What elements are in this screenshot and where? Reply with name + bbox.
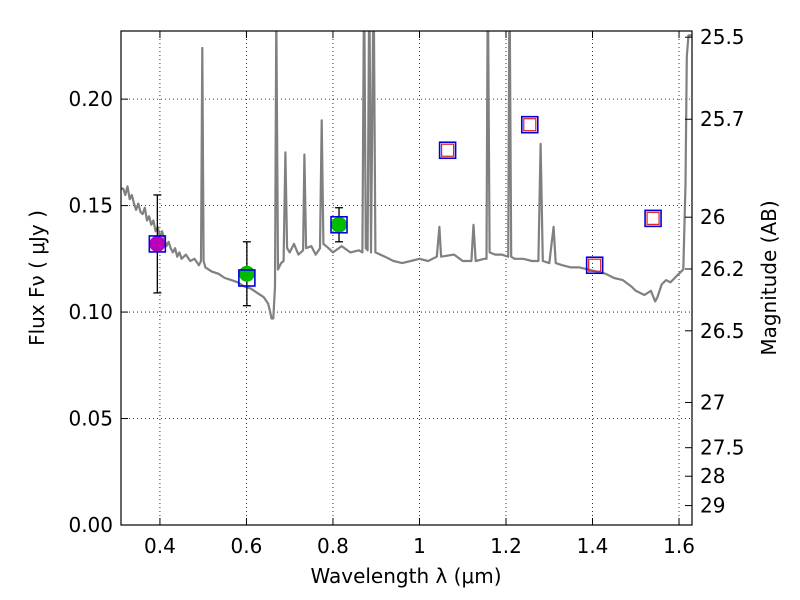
model-marker	[644, 209, 662, 228]
mag-tick-label: 28	[700, 464, 725, 488]
x-tick-label: 1.2	[490, 534, 522, 558]
x-axis-label: Wavelength λ (μm)	[310, 564, 501, 588]
y-tick-label: 0.00	[68, 513, 113, 537]
data-point	[331, 216, 348, 233]
model-marker	[330, 215, 348, 234]
x-tick-label: 1.4	[577, 534, 609, 558]
y-axis-label: Flux Fν ( μJy )	[25, 210, 49, 346]
right-axis-label: Magnitude (AB)	[757, 200, 781, 355]
upper-limit-marker	[588, 258, 602, 272]
plot-frame	[120, 30, 693, 526]
mag-tick-label: 27	[700, 390, 725, 414]
upper-limit-marker	[646, 211, 660, 225]
spectrum-line	[121, 31, 692, 320]
data-point	[238, 265, 255, 282]
mag-tick-label: 27.5	[700, 436, 745, 460]
x-tick-label: 0.6	[231, 534, 263, 558]
model-marker	[520, 115, 539, 134]
mag-tick-label: 26	[700, 205, 725, 229]
x-tick-label: 0.8	[317, 534, 349, 558]
y-tick-label: 0.10	[68, 300, 113, 324]
grid-lines	[121, 31, 692, 526]
model-marker	[438, 141, 457, 160]
mag-tick-label: 25.5	[700, 25, 745, 49]
data-point	[149, 235, 166, 252]
x-tick-label: 0.4	[144, 534, 176, 558]
mag-tick-label: 26.2	[700, 257, 745, 281]
plot-area	[121, 31, 692, 320]
x-tick-label: 1	[413, 534, 426, 558]
axis-ticks: 0.4 0.6 0.8 1 1.2 1.4 1.6 0.00 0.05 0.10 0.15 0.20 2…	[68, 25, 744, 558]
model-marker	[585, 256, 604, 275]
upper-limit-marker	[523, 118, 537, 132]
y-tick-label: 0.20	[68, 87, 113, 111]
x-tick-label: 1.6	[663, 534, 695, 558]
mag-tick-label: 29	[700, 494, 725, 518]
y-tick-label: 0.05	[68, 407, 113, 431]
model-marker	[148, 235, 167, 253]
mag-tick-label: 26.5	[700, 319, 745, 343]
y-tick-label: 0.15	[68, 194, 113, 218]
model-marker	[238, 269, 256, 287]
upper-limit-marker	[440, 143, 455, 157]
mag-tick-label: 25.7	[700, 107, 745, 131]
